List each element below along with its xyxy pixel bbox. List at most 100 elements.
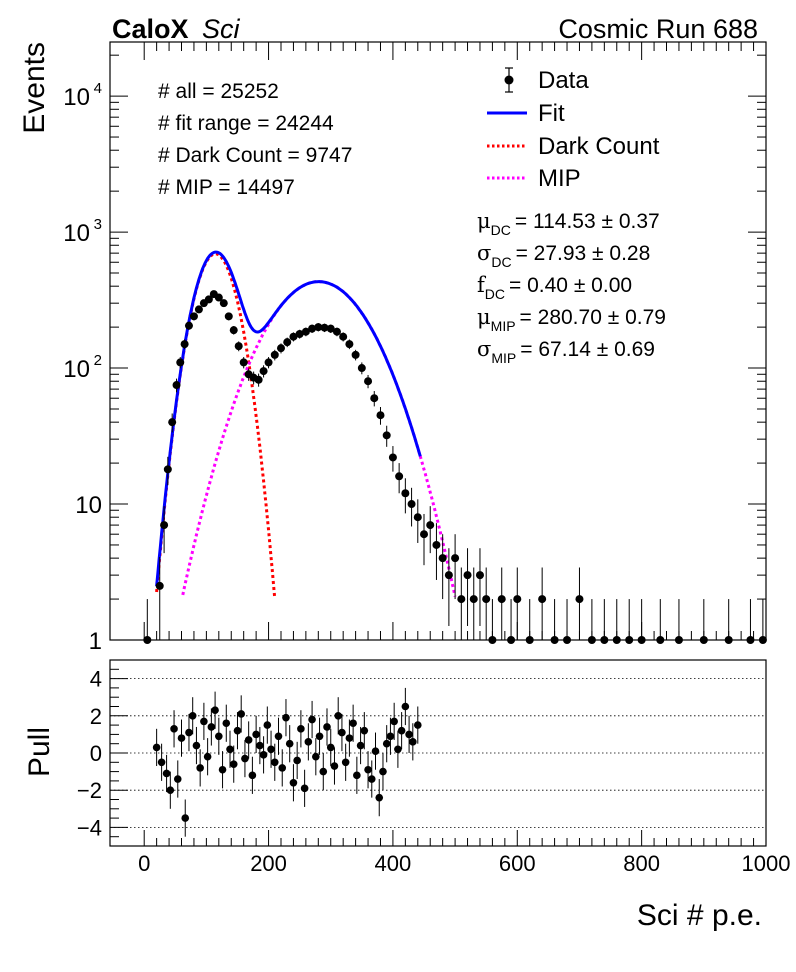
data-point	[438, 534, 447, 600]
data-point	[283, 337, 292, 348]
param-sigma-mip: σMIP = 67.14 ± 0.69	[477, 337, 655, 366]
data-point	[184, 321, 193, 330]
data-point	[376, 407, 385, 425]
data-point	[214, 293, 223, 302]
data-point	[301, 327, 310, 337]
pull-point	[308, 700, 316, 739]
pull-point	[304, 723, 313, 761]
data-point	[432, 523, 441, 580]
data-point	[463, 548, 472, 626]
pull-point	[181, 799, 190, 837]
pull-y-tick-label: −4	[77, 815, 102, 840]
data-point	[482, 567, 491, 640]
data-point	[388, 446, 397, 472]
pull-point	[326, 728, 335, 767]
pull-point	[188, 697, 197, 735]
main-y-tick-exponent: 3	[94, 216, 102, 233]
pull-point	[345, 719, 354, 757]
pull-point	[173, 760, 182, 798]
pull-point	[338, 713, 346, 752]
data-point	[451, 534, 460, 600]
x-tick-label: 400	[375, 851, 412, 876]
data-point	[444, 548, 453, 626]
data-point	[413, 499, 422, 543]
pull-point	[241, 739, 249, 778]
data-point	[525, 599, 534, 644]
data-point	[426, 506, 435, 554]
data-point	[637, 599, 646, 644]
data-point	[357, 362, 366, 375]
data-point	[507, 599, 516, 644]
data-point	[339, 332, 348, 342]
pull-point	[177, 719, 186, 757]
data-point	[180, 339, 189, 350]
legend: Data Fit Dark Count MIP	[487, 67, 660, 192]
main-y-tick-label: 1	[89, 628, 102, 655]
count-all: # all = 25252	[158, 80, 279, 103]
pull-point	[226, 730, 234, 768]
main-y-tick-exponent: 2	[94, 352, 102, 369]
fit-parameters: μDC = 114.53 ± 0.37 σDC = 27.93 ± 0.28 fDC…	[477, 209, 666, 366]
data-point	[276, 343, 285, 354]
data-point	[326, 324, 335, 334]
pull-point	[319, 753, 328, 791]
data-point	[229, 326, 238, 335]
data-point	[224, 312, 233, 321]
pull-point	[278, 749, 287, 787]
data-point	[314, 323, 323, 332]
pull-point	[203, 738, 212, 776]
data-point	[699, 599, 708, 644]
pull-point	[289, 764, 298, 802]
pull-point	[259, 736, 268, 774]
pull-point	[409, 723, 417, 761]
x-tick-label: 0	[138, 851, 150, 876]
data-point	[370, 391, 379, 407]
legend-dark-label: Dark Count	[538, 133, 660, 160]
x-tick-label: 800	[623, 851, 660, 876]
data-point	[538, 567, 547, 640]
experiment-label: CaloX Sci	[112, 14, 241, 44]
data-point	[469, 567, 478, 640]
pull-point	[397, 712, 406, 750]
data-point	[163, 456, 172, 486]
pull-point	[211, 691, 219, 729]
data-point	[497, 567, 506, 640]
pull-point	[364, 751, 372, 789]
pull-point	[248, 756, 257, 794]
pull-point	[237, 695, 245, 733]
pull-y-tick-label: 0	[90, 741, 102, 766]
pull-point	[413, 706, 422, 744]
pull-point	[379, 753, 387, 791]
experiment-subsystem: Sci	[202, 14, 241, 44]
data-point	[189, 312, 198, 321]
data-point	[475, 548, 484, 626]
pull-y-tick-label: 4	[90, 667, 102, 692]
pull-point	[367, 760, 376, 798]
experiment-name: CaloX	[112, 14, 189, 44]
main-y-axis-label: Events	[18, 42, 51, 134]
data-point	[401, 478, 410, 514]
data-point	[407, 487, 416, 527]
data-point	[513, 567, 522, 640]
data-point	[420, 513, 429, 566]
data-point	[194, 305, 203, 314]
pull-point	[371, 732, 380, 770]
pull-point	[312, 738, 320, 776]
data-point	[219, 299, 228, 308]
data-point	[758, 599, 767, 644]
count-mip: # MIP = 14497	[158, 176, 295, 199]
pull-point	[356, 726, 365, 765]
pull-point	[300, 769, 309, 807]
pull-point	[341, 743, 350, 781]
data-point	[176, 357, 185, 369]
data-point	[587, 599, 596, 644]
data-point	[600, 599, 609, 644]
counts-block: # all = 25252 # fit range = 24244 # Dark…	[158, 80, 352, 199]
data-point	[320, 323, 329, 333]
pull-point	[293, 741, 301, 780]
pull-point	[401, 687, 410, 726]
data-point	[746, 599, 755, 644]
pull-point	[222, 704, 231, 742]
pull-point	[215, 717, 223, 755]
pull-point	[256, 726, 264, 765]
